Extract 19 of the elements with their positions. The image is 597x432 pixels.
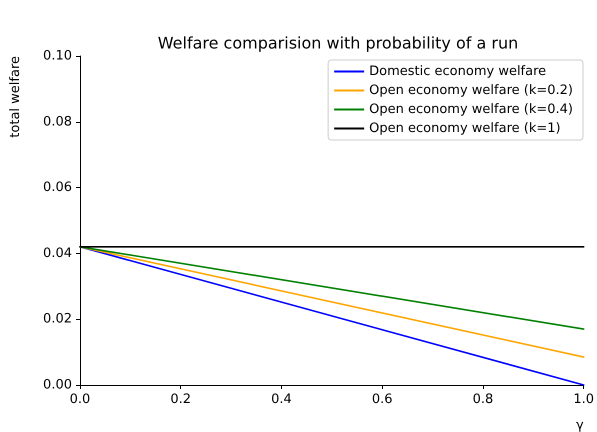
legend-label: Open economy welfare (k=0.2)	[369, 83, 574, 98]
y-tick-label: 0.08	[43, 114, 72, 130]
legend-label: Domestic economy welfare	[369, 64, 546, 79]
y-tick-label: 0.06	[43, 180, 72, 196]
y-tick-label: 0.02	[43, 312, 72, 327]
legend-label: Open economy welfare (k=0.4)	[369, 102, 574, 117]
chart-title: Welfare comparision with probability of a run	[158, 34, 518, 52]
x-tick-label: 0.2	[170, 392, 192, 407]
y-tick-label: 0.10	[43, 48, 72, 64]
x-tick-label: 0.4	[271, 392, 292, 407]
x-tick-label: 1.0	[573, 392, 594, 407]
x-tick-label: 0.8	[472, 392, 494, 407]
x-tick-label: 0.0	[70, 392, 90, 407]
y-axis-title: total welfare	[8, 56, 23, 138]
x-axis-title: γ	[576, 418, 584, 432]
y-tick-label: 0.04	[43, 246, 72, 261]
legend-label: Open economy welfare (k=1)	[369, 121, 561, 136]
x-tick-label: 0.6	[372, 392, 393, 407]
y-tick-label: 0.00	[43, 378, 72, 392]
